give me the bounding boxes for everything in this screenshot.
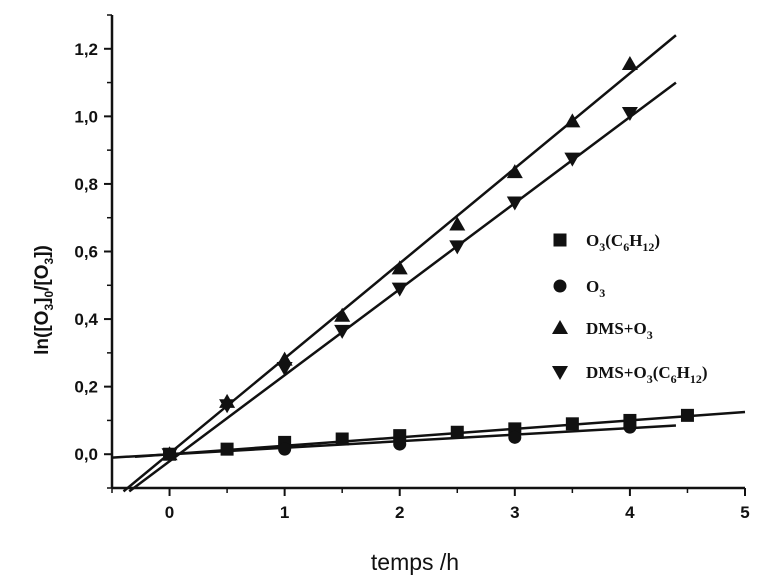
- data-point-triangle-up: [334, 307, 351, 322]
- legend-text-part: DMS+O: [586, 363, 647, 382]
- x-tick-label-4: 4: [625, 503, 635, 522]
- data-point-triangle-down: [564, 152, 581, 167]
- data-point-triangle-down: [506, 196, 523, 211]
- legend-marker-circle: [553, 279, 567, 293]
- data-point-circle: [623, 420, 637, 434]
- y-tick-label-0,6: 0,6: [74, 243, 98, 262]
- data-point-triangle-down: [621, 106, 638, 121]
- y-tick-label-1,0: 1,0: [74, 107, 98, 126]
- data-point-triangle-up: [506, 164, 523, 179]
- data-point-triangle-down: [276, 362, 293, 377]
- legend-text-part: H: [629, 231, 642, 250]
- legend-marker-triangle-down: [552, 366, 568, 380]
- y-tick-label-0,2: 0,2: [74, 378, 98, 397]
- y-tick-label-0,4: 0,4: [74, 310, 98, 329]
- data-markers: [161, 55, 694, 463]
- data-point-triangle-down: [334, 324, 351, 339]
- data-point-triangle-down: [391, 282, 408, 297]
- legend-text-part: DMS+O: [586, 319, 647, 338]
- legend-text-part: ): [654, 231, 660, 250]
- data-point-triangle-down: [161, 448, 178, 463]
- legend-text-part: (C: [653, 363, 671, 382]
- data-point-square: [450, 425, 464, 439]
- data-point-circle: [393, 437, 407, 451]
- data-point-circle: [278, 442, 292, 456]
- x-axis-title: temps /h: [371, 549, 459, 575]
- legend-text-part: 12: [690, 372, 702, 386]
- legend-text-part: 3: [599, 240, 605, 254]
- y-axis-title: ln([O3]0/[O3]): [32, 245, 56, 355]
- data-point-triangle-down: [219, 399, 236, 414]
- y-tick-label-0,0: 0,0: [74, 445, 98, 464]
- data-point-square: [565, 417, 579, 431]
- data-point-circle: [508, 430, 522, 444]
- data-point-triangle-up: [391, 260, 408, 275]
- legend-text-part: H: [677, 363, 690, 382]
- legend-label-triangle-up: DMS+O3: [586, 319, 653, 342]
- fit-lines: [111, 34, 746, 493]
- legend-marker-triangle-up: [552, 320, 568, 334]
- legend-text-part: ): [702, 363, 708, 382]
- data-point-square: [335, 432, 349, 446]
- legend-text-part: 3: [647, 372, 653, 386]
- data-point-triangle-up: [564, 113, 581, 128]
- data-point-square: [220, 442, 234, 456]
- legend-text-part: 6: [623, 240, 629, 254]
- legend-label-circle: O3: [586, 277, 605, 300]
- x-tick-label-5: 5: [740, 503, 749, 522]
- legend-text-part: (C: [605, 231, 623, 250]
- legend-text-part: 3: [599, 286, 605, 300]
- data-point-triangle-up: [621, 55, 638, 70]
- legend-text-part: O: [586, 277, 599, 296]
- x-axis-title-box: [340, 543, 490, 579]
- legend-label-triangle-down: DMS+O3(C6H12): [586, 363, 708, 386]
- x-tick-label-2: 2: [395, 503, 404, 522]
- x-tick-label-3: 3: [510, 503, 519, 522]
- legend-text-part: O: [586, 231, 599, 250]
- tick-marks: [104, 14, 746, 496]
- legend-text-part: 12: [642, 240, 654, 254]
- legend-text-part: 6: [671, 372, 677, 386]
- x-tick-label-0: 0: [165, 503, 174, 522]
- x-tick-label-1: 1: [280, 503, 289, 522]
- legend-label-square: O3(C6H12): [586, 231, 660, 254]
- data-point-triangle-up: [449, 216, 466, 231]
- legend-marker-square: [553, 233, 567, 247]
- tick-labels: 0 1 2 3 4 50,00,20,40,60,81,01,2: [74, 40, 749, 522]
- y-tick-label-1,2: 1,2: [74, 40, 98, 59]
- legend-text-part: 3: [647, 328, 653, 342]
- y-tick-label-0,8: 0,8: [74, 175, 98, 194]
- data-point-square: [680, 408, 694, 422]
- data-point-triangle-down: [449, 240, 466, 255]
